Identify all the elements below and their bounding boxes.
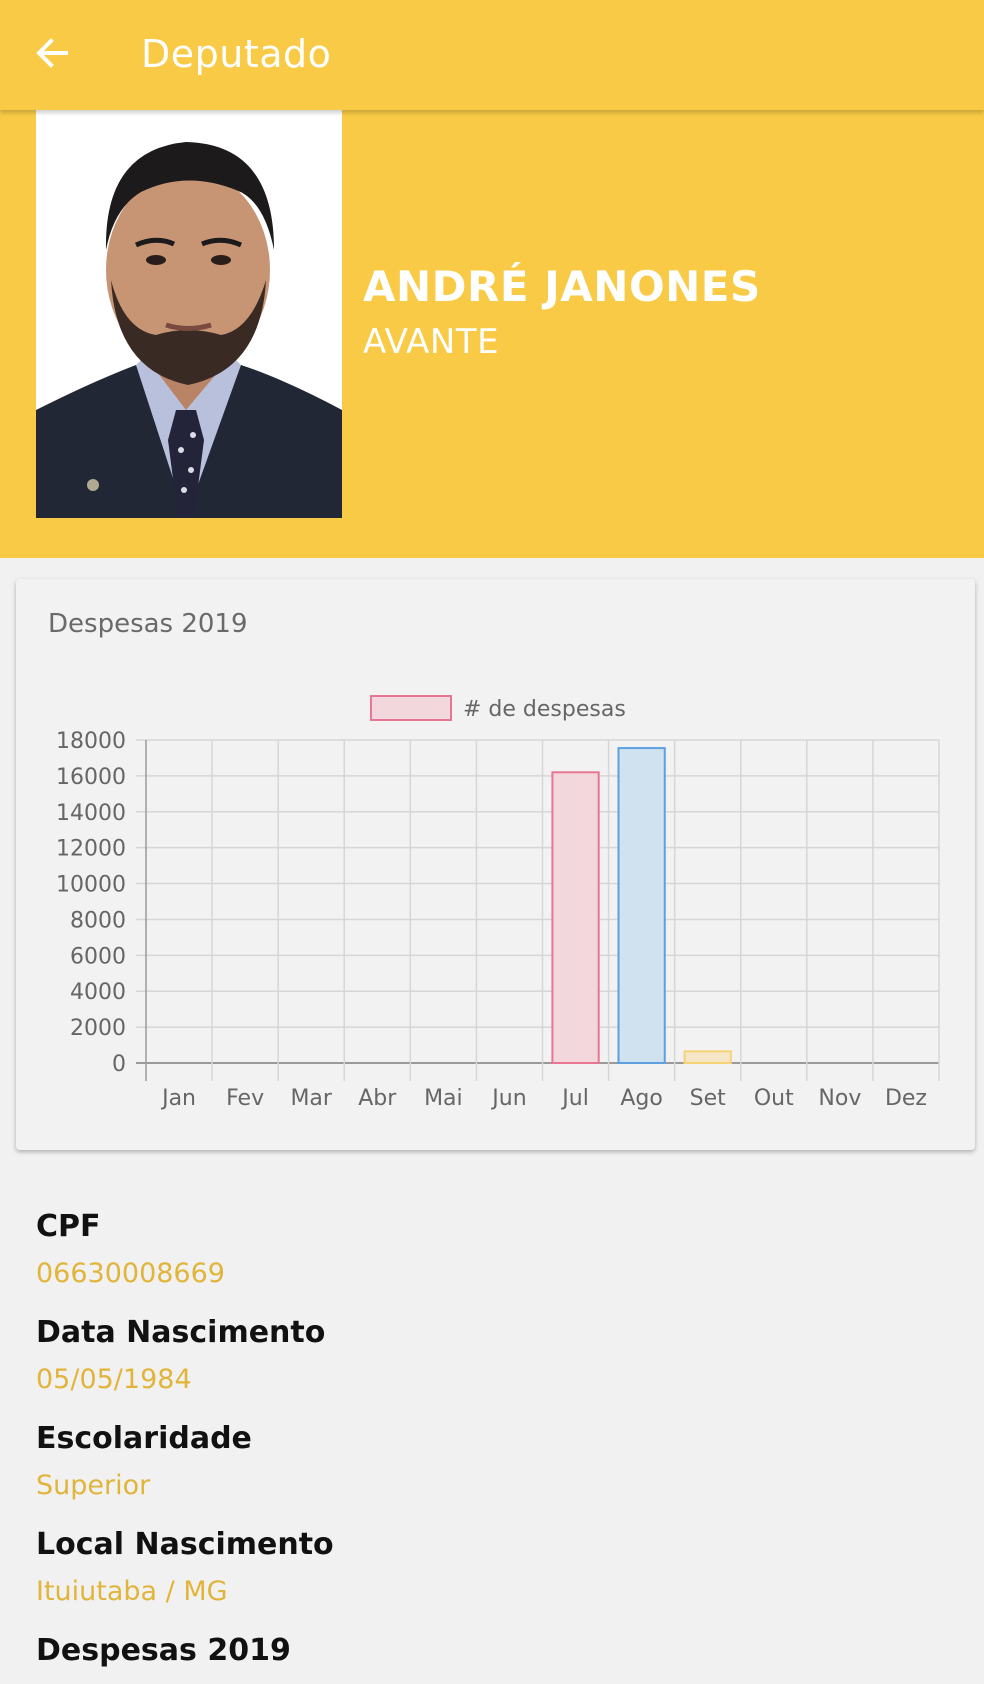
x-tick-label: Jan (160, 1086, 196, 1111)
y-tick-label: 14000 (56, 801, 126, 826)
legend-label: # de despesas (463, 697, 626, 722)
app-bar: Deputado (0, 0, 984, 110)
deputy-name: ANDRÉ JANONES (363, 262, 761, 311)
detail-label: Escolaridade (36, 1421, 252, 1456)
deputy-details: CPF 06630008669 Data Nascimento 05/05/1984 E… (36, 1205, 936, 1673)
legend-swatch[interactable] (370, 695, 452, 721)
x-tick-label: Nov (818, 1086, 861, 1111)
y-tick-label: 10000 (56, 873, 126, 898)
back-button[interactable] (26, 27, 78, 79)
arrow-left-icon (36, 38, 68, 68)
bar-jul[interactable] (551, 771, 600, 1065)
x-tick-label: Dez (885, 1086, 927, 1111)
expenses-chart-card: Despesas 2019 # de despesas 18000 16000 14… (16, 579, 975, 1150)
chart-legend: # de despesas (370, 695, 626, 722)
x-tick-label: Fev (226, 1086, 264, 1111)
y-tick-label: 4000 (70, 980, 126, 1005)
x-tick-label: Abr (358, 1086, 397, 1111)
y-tick-label: 18000 (56, 729, 126, 754)
detail-label: CPF (36, 1209, 101, 1244)
y-tick-label: 12000 (56, 837, 126, 862)
bar-ago[interactable] (617, 747, 666, 1064)
detail-value: Ituiutaba / MG (36, 1576, 228, 1607)
x-tick-label: Out (754, 1086, 794, 1111)
deputy-party: AVANTE (363, 322, 500, 362)
deputy-photo (36, 110, 342, 518)
detail-value: 05/05/1984 (36, 1364, 192, 1395)
y-tick-label: 6000 (70, 944, 126, 969)
detail-value: 06630008669 (36, 1258, 225, 1289)
y-tick-label: 0 (112, 1052, 126, 1077)
x-tick-label: Ago (620, 1086, 662, 1111)
x-tick-label: Mai (424, 1086, 463, 1111)
detail-value: Superior (36, 1470, 151, 1501)
x-tick-label: Mar (290, 1086, 332, 1111)
expenses-bar-chart: # de despesas 18000 16000 14000 12000 10000 8… (56, 695, 940, 1111)
y-tick-label: 16000 (56, 765, 126, 790)
x-tick-label: Jul (560, 1086, 589, 1111)
page-title: Deputado (141, 32, 332, 76)
profile-header: ANDRÉ JANONES AVANTE (0, 110, 984, 558)
detail-label: Despesas 2019 (36, 1633, 291, 1668)
y-tick-label: 8000 (70, 908, 126, 933)
bar-set[interactable] (683, 1050, 732, 1065)
detail-label: Local Nascimento (36, 1527, 334, 1562)
y-tick-label: 2000 (70, 1016, 126, 1041)
chart-card-title: Despesas 2019 (48, 609, 248, 639)
detail-label: Data Nascimento (36, 1315, 326, 1350)
x-tick-label: Set (690, 1086, 727, 1111)
x-tick-label: Jun (490, 1086, 526, 1111)
